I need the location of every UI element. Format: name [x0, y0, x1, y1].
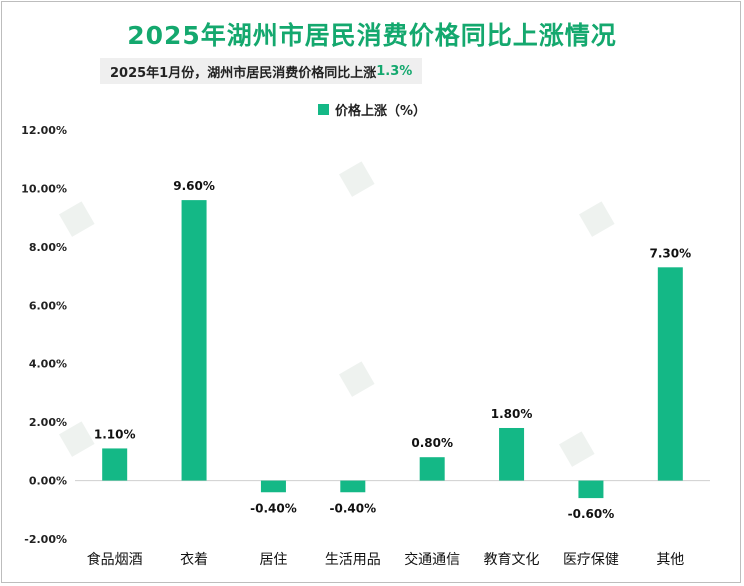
- y-tick-label: 4.00%: [29, 358, 67, 371]
- bar: [499, 427, 525, 481]
- data-label: 9.60%: [173, 179, 215, 193]
- watermark-logo: [579, 201, 615, 237]
- x-category-label: 生活用品: [325, 552, 381, 568]
- watermark-mark: [579, 201, 615, 237]
- x-category-label: 教育文化: [484, 552, 540, 568]
- subtitle-box: 2025年1月份，湖州市居民消费价格同比上涨 1.3%: [100, 58, 423, 84]
- watermark-mark: [339, 361, 375, 397]
- y-axis: -2.00% 0.00% 2.00% 4.00% 6.00% 8.00% 10.00% 12.…: [21, 124, 67, 546]
- watermark-mark: [559, 431, 595, 467]
- bar: [657, 267, 683, 481]
- x-category-label: 医疗保健: [563, 552, 619, 568]
- subtitle-value: 1.3%: [376, 63, 413, 79]
- chart-title: 2025年湖州市居民消费价格同比上涨情况: [127, 21, 617, 50]
- bar: [102, 448, 128, 481]
- data-label: -0.60%: [568, 507, 615, 521]
- x-axis-categories: 食品烟酒 衣着 居住 生活用品 交通通信 教育文化 医疗保健 其他: [87, 551, 685, 568]
- x-category-label: 其他: [656, 552, 684, 568]
- y-tick-label: 0.00%: [29, 475, 67, 488]
- legend: 价格上涨（%）: [0, 100, 744, 119]
- y-tick-label: 8.00%: [29, 241, 67, 254]
- watermark-logo: [59, 201, 95, 237]
- bar: [181, 200, 207, 481]
- subtitle-text: 2025年1月份，湖州市居民消费价格同比上涨: [110, 65, 377, 81]
- watermark: [59, 161, 615, 467]
- watermark-logo: [559, 431, 595, 467]
- x-category-label: 衣着: [180, 552, 208, 568]
- data-label: 0.80%: [411, 436, 453, 450]
- bar: [419, 457, 445, 481]
- legend-label: 价格上涨（%）: [334, 104, 427, 119]
- bar: [578, 480, 604, 499]
- watermark-logo: [339, 361, 375, 397]
- data-label: -0.40%: [330, 501, 377, 515]
- y-tick-label: -2.00%: [24, 533, 67, 546]
- bar: [260, 480, 286, 493]
- y-tick-label: 2.00%: [29, 416, 67, 429]
- x-category-label: 食品烟酒: [87, 551, 143, 568]
- data-labels: 1.10% 9.60% -0.40% -0.40% 0.80% 1.80% -0.60% 7.…: [94, 179, 691, 521]
- y-tick-label: 12.00%: [21, 124, 67, 137]
- y-tick-label: 10.00%: [21, 182, 67, 195]
- watermark-mark: [59, 421, 95, 457]
- data-label: 7.30%: [649, 246, 691, 260]
- x-category-label: 交通通信: [404, 551, 460, 568]
- x-category-label: 居住: [259, 552, 287, 568]
- watermark-logo: [339, 161, 375, 197]
- bars: [102, 200, 683, 499]
- data-label: -0.40%: [250, 501, 297, 515]
- watermark-mark: [59, 201, 95, 237]
- watermark-mark: [339, 161, 375, 197]
- watermark-logo: [59, 421, 95, 457]
- legend-swatch: [317, 104, 329, 115]
- y-tick-label: 6.00%: [29, 299, 67, 312]
- data-label: 1.80%: [491, 407, 533, 421]
- bar: [340, 480, 366, 493]
- data-label: 1.10%: [94, 427, 136, 441]
